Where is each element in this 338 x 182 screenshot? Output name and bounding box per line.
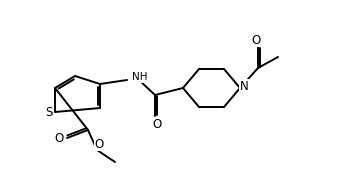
Text: O: O [152,118,162,130]
Text: NH: NH [132,72,147,82]
Text: O: O [94,137,104,151]
Text: N: N [240,80,248,92]
Text: O: O [54,132,64,145]
Text: O: O [251,33,261,46]
Text: S: S [45,106,53,120]
